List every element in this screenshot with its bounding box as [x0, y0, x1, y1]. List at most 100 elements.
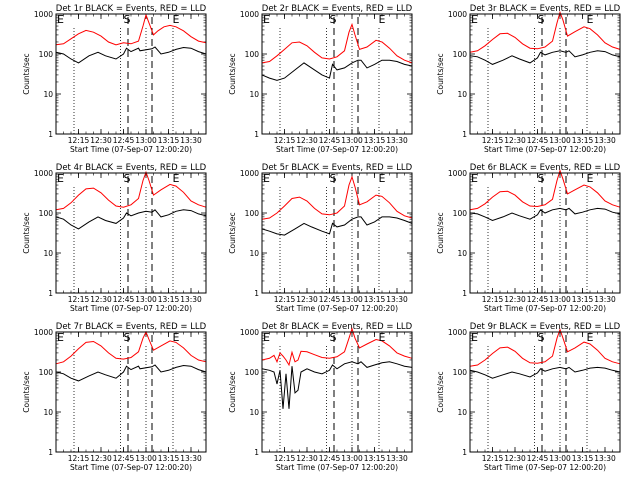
- y-tick-label: 10: [457, 408, 467, 417]
- x-tick-label: 12:30: [504, 136, 526, 145]
- x-axis-label: Start Time (07-Sep-07 12:00:20): [484, 304, 606, 313]
- x-axis-label: Start Time (07-Sep-07 12:00:20): [276, 145, 398, 154]
- x-tick-label: 13:30: [180, 295, 202, 304]
- marker-e-left: E: [57, 172, 64, 185]
- panel-det-6r: Det 6r BLACK = Events, RED = LLD 1 10 100 10…: [436, 163, 621, 313]
- plot-frame: [55, 172, 207, 294]
- x-tick-label: 12:45: [319, 454, 341, 463]
- x-tick-label: 12:30: [296, 136, 318, 145]
- y-axis-label: Counts/sec: [228, 212, 237, 253]
- y-axis-label: Counts/sec: [22, 53, 31, 94]
- marker-e-left: E: [263, 13, 270, 26]
- panel-title: Det 2r BLACK = Events, RED = LLD: [262, 4, 413, 14]
- y-tick-label: 10: [457, 249, 467, 258]
- x-tick-label: 12:45: [527, 295, 549, 304]
- panel-det-4r: Det 4r BLACK = Events, RED = LLD 1 10 100 10…: [22, 163, 207, 313]
- series-line-events: [469, 50, 621, 65]
- panel-det-7r: Det 7r BLACK = Events, RED = LLD 1 10 100 10…: [22, 322, 207, 472]
- plot-frame: [55, 13, 207, 135]
- marker-s: S: [124, 172, 131, 185]
- y-axis-label: Counts/sec: [228, 371, 237, 412]
- x-tick-label: 12:15: [68, 295, 90, 304]
- panel-title: Det 6r BLACK = Events, RED = LLD: [470, 163, 621, 173]
- series-line-events: [469, 366, 621, 379]
- plot-frame: [261, 172, 413, 294]
- x-tick-label: 13:15: [158, 136, 180, 145]
- marker-e-right: E: [173, 331, 180, 344]
- x-axis-label: Start Time (07-Sep-07 12:00:20): [276, 304, 398, 313]
- x-tick-label: 13:30: [386, 454, 408, 463]
- y-axis-label: Counts/sec: [22, 371, 31, 412]
- x-tick-label: 13:00: [549, 454, 571, 463]
- y-tick-label: 10: [457, 90, 467, 99]
- y-axis-label: Counts/sec: [228, 53, 237, 94]
- x-tick-label: 13:15: [158, 295, 180, 304]
- series-line-lld: [55, 330, 207, 365]
- x-tick-label: 13:30: [594, 136, 616, 145]
- y-tick-label: 1000: [448, 328, 467, 337]
- x-tick-label: 12:15: [274, 136, 296, 145]
- y-axis-label: Counts/sec: [22, 212, 31, 253]
- x-tick-label: 13:15: [572, 295, 594, 304]
- y-axis-label: Counts/sec: [436, 371, 445, 412]
- series-line-lld: [55, 170, 207, 211]
- y-tick-label: 100: [39, 368, 54, 377]
- y-axis-label: Counts/sec: [436, 53, 445, 94]
- series-line-lld: [55, 13, 207, 46]
- y-tick-label: 100: [245, 368, 260, 377]
- series-line-lld: [469, 328, 621, 367]
- panel-title: Det 3r BLACK = Events, RED = LLD: [470, 4, 621, 14]
- y-tick-label: 100: [245, 50, 260, 59]
- plot-frame: [469, 172, 621, 294]
- y-tick-label: 10: [249, 249, 259, 258]
- x-axis-label: Start Time (07-Sep-07 12:00:20): [70, 304, 192, 313]
- y-tick-label: 1: [254, 289, 259, 298]
- y-tick-label: 10: [43, 408, 53, 417]
- panel-det-3r: Det 3r BLACK = Events, RED = LLD 1 10 100 10…: [436, 4, 621, 154]
- x-tick-label: 13:15: [572, 136, 594, 145]
- x-tick-label: 13:15: [364, 295, 386, 304]
- marker-e-left: E: [471, 172, 478, 185]
- x-tick-label: 12:30: [90, 454, 112, 463]
- marker-e-left: E: [471, 331, 478, 344]
- panel-det-2r: Det 2r BLACK = Events, RED = LLD 1 10 100 10…: [228, 4, 413, 154]
- series-line-events: [261, 59, 413, 81]
- marker-e-left: E: [471, 13, 478, 26]
- marker-e-right: E: [173, 172, 180, 185]
- plot-frame: [469, 13, 621, 135]
- y-tick-label: 1: [48, 448, 53, 457]
- series-line-lld: [261, 22, 413, 64]
- marker-s: S: [124, 331, 131, 344]
- x-tick-label: 13:30: [386, 295, 408, 304]
- marker-e-right: E: [587, 331, 594, 344]
- series-line-lld: [261, 175, 413, 220]
- x-tick-label: 12:15: [482, 136, 504, 145]
- x-tick-label: 12:45: [113, 454, 135, 463]
- panel-title: Det 9r BLACK = Events, RED = LLD: [470, 322, 621, 332]
- y-tick-label: 100: [39, 209, 54, 218]
- x-tick-label: 13:00: [341, 136, 363, 145]
- y-tick-label: 1: [48, 289, 53, 298]
- panel-title: Det 1r BLACK = Events, RED = LLD: [56, 4, 207, 14]
- x-tick-label: 12:15: [68, 136, 90, 145]
- y-tick-label: 1: [462, 130, 467, 139]
- panel-det-9r: Det 9r BLACK = Events, RED = LLD 1 10 100 10…: [436, 322, 621, 472]
- y-tick-label: 1000: [240, 328, 259, 337]
- y-tick-label: 100: [39, 50, 54, 59]
- plot-frame: [261, 331, 413, 453]
- panel-title: Det 7r BLACK = Events, RED = LLD: [56, 322, 207, 332]
- x-tick-label: 13:30: [180, 454, 202, 463]
- series-line-events: [55, 46, 207, 64]
- y-tick-label: 1000: [34, 10, 53, 19]
- x-tick-label: 12:30: [504, 295, 526, 304]
- y-tick-label: 1000: [448, 10, 467, 19]
- marker-e-right: E: [379, 172, 386, 185]
- x-tick-label: 12:30: [504, 454, 526, 463]
- series-line-events: [261, 216, 413, 236]
- plot-frame: [261, 13, 413, 135]
- y-tick-label: 10: [249, 90, 259, 99]
- marker-e-left: E: [57, 331, 64, 344]
- y-tick-label: 1: [254, 130, 259, 139]
- marker-e-left: E: [263, 331, 270, 344]
